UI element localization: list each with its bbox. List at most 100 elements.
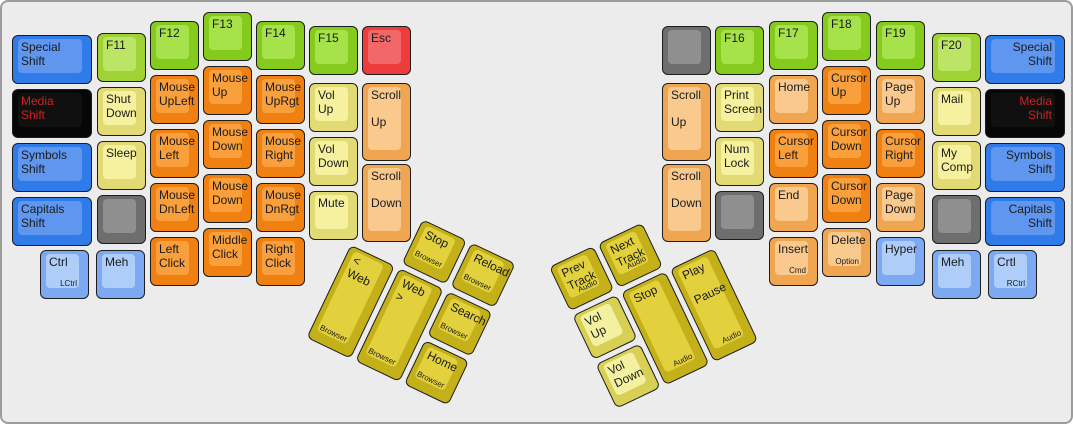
keycap-top: Media Shift — [18, 93, 82, 127]
key-media-shift[interactable]: Media Shift — [985, 89, 1065, 138]
key-capitals-shift[interactable]: Capitals Shift — [985, 197, 1065, 246]
key-esc[interactable]: Esc — [362, 26, 411, 75]
key-f13[interactable]: F13 — [203, 12, 252, 61]
key-insert[interactable]: Insert Cmd — [769, 237, 818, 286]
key-symbols-shift[interactable]: Symbols Shift — [12, 143, 92, 192]
keycap-label: Home — [778, 80, 811, 94]
keycap-top: Insert Cmd — [775, 241, 808, 275]
key-special-shift[interactable]: Special Shift — [12, 35, 92, 84]
key-vol-down[interactable]: Vol Down — [309, 137, 358, 186]
key-mouse-right[interactable]: Mouse Right — [256, 129, 305, 178]
key-f20[interactable]: F20 — [932, 33, 981, 82]
key-my-comp[interactable]: My Comp — [932, 141, 981, 190]
key-blank[interactable] — [932, 195, 981, 244]
keycap-label: Vol Up — [318, 88, 335, 116]
keycap-top: Mouse DnRgt — [262, 187, 301, 221]
key-shut-down[interactable]: Shut Down — [97, 87, 146, 136]
keycap-label: Meh — [105, 255, 129, 269]
keycap-label: F16 — [724, 31, 745, 45]
key-print-screen[interactable]: Print Screen — [715, 83, 764, 132]
key-cursor-right[interactable]: Cursor Right — [876, 129, 925, 178]
key-f15[interactable]: F15 — [309, 26, 358, 75]
keycap-top: Mouse DnLeft — [156, 187, 195, 221]
key-mouse-dnleft[interactable]: Mouse DnLeft — [150, 183, 199, 232]
key-crtl[interactable]: Crtl RCtrl — [988, 250, 1037, 299]
keycap-top: F19 — [882, 25, 915, 59]
keycap-sublabel: Browser — [438, 320, 470, 342]
key-f16[interactable]: F16 — [715, 26, 764, 75]
keycap-label: F17 — [778, 26, 799, 40]
key-vol-up[interactable]: Vol Up — [309, 83, 358, 132]
keycap-top: Cursor Down — [828, 124, 867, 158]
key-scroll-up[interactable]: Scroll Up — [362, 83, 411, 161]
key-meh[interactable]: Meh — [96, 250, 145, 299]
key-scroll-down[interactable]: Scroll Down — [662, 164, 711, 242]
key-media-shift[interactable]: Media Shift — [12, 89, 92, 138]
keycap-label: Mouse Right — [265, 134, 302, 162]
key-meh[interactable]: Meh — [932, 250, 981, 299]
key-special-shift[interactable]: Special Shift — [985, 35, 1065, 84]
keycap-label: Mouse Down — [212, 179, 249, 207]
key-mouse-left[interactable]: Mouse Left — [150, 129, 199, 178]
key-cursor-left[interactable]: Cursor Left — [769, 129, 818, 178]
key-f17[interactable]: F17 — [769, 21, 818, 70]
key-f12[interactable]: F12 — [150, 21, 199, 70]
key-f19[interactable]: F19 — [876, 21, 925, 70]
key-mouse-dnrgt[interactable]: Mouse DnRgt — [256, 183, 305, 232]
key-f14[interactable]: F14 — [256, 21, 305, 70]
key-mouse-upleft[interactable]: Mouse UpLeft — [150, 75, 199, 124]
key-symbols-shift[interactable]: Symbols Shift — [985, 143, 1065, 192]
key-scroll-down[interactable]: Scroll Down — [362, 164, 411, 242]
key-f18[interactable]: F18 — [822, 12, 871, 61]
keycap-label: Hyper — [885, 242, 918, 256]
keycap-top: F13 — [209, 16, 242, 50]
key-home[interactable]: Home — [769, 75, 818, 124]
key-page-down[interactable]: Page Down — [876, 183, 925, 232]
keycap-label: Scroll Up — [371, 88, 402, 130]
key-right-click[interactable]: Right Click — [256, 237, 305, 286]
keycap-label: Capitals Shift — [1008, 202, 1052, 230]
keycap-label: Capitals Shift — [21, 202, 65, 230]
key-cursor-down[interactable]: Cursor Down — [822, 120, 871, 169]
key-ctrl[interactable]: Ctrl LCtrl — [40, 250, 89, 299]
keycap-label: Page Down — [885, 188, 916, 216]
key-mouse-down[interactable]: Mouse Down — [203, 174, 252, 223]
keycap-label: F19 — [885, 26, 906, 40]
key-page-up[interactable]: Page Up — [876, 75, 925, 124]
key-sleep[interactable]: Sleep — [97, 141, 146, 190]
key-blank[interactable] — [715, 191, 764, 240]
keycap-label: F15 — [318, 31, 339, 45]
key-middle-click[interactable]: Middle Click — [203, 228, 252, 277]
key-num-lock[interactable]: Num Lock — [715, 137, 764, 186]
key-mute[interactable]: Mute — [309, 191, 358, 240]
keycap-top: Meh — [102, 254, 135, 288]
key-blank[interactable] — [662, 26, 711, 75]
keycap-top: Scroll Up — [368, 87, 401, 150]
key-mouse-up[interactable]: Mouse Up — [203, 66, 252, 115]
key-mouse-uprgt[interactable]: Mouse UpRgt — [256, 75, 305, 124]
keycap-top: Mail — [938, 91, 971, 125]
keycap-label: Scroll Down — [671, 169, 702, 211]
key-cursor-up[interactable]: Cursor Up — [822, 66, 871, 115]
keycap-top: Cursor Up — [828, 70, 867, 104]
keycap-top: Mouse Left — [156, 133, 195, 167]
key-mail[interactable]: Mail — [932, 87, 981, 136]
key-capitals-shift[interactable]: Capitals Shift — [12, 197, 92, 246]
keycap-top — [721, 195, 754, 229]
key-delete[interactable]: Delete Option — [822, 228, 871, 277]
key-left-click[interactable]: Left Click — [150, 237, 199, 286]
key-mouse-down[interactable]: Mouse Down — [203, 120, 252, 169]
key-cursor-down[interactable]: Cursor Down — [822, 174, 871, 223]
key-end[interactable]: End — [769, 183, 818, 232]
keycap-top: F15 — [315, 30, 348, 64]
key-blank[interactable] — [97, 195, 146, 244]
key-scroll-up[interactable]: Scroll Up — [662, 83, 711, 161]
keycap-label: Sleep — [106, 146, 137, 160]
keycap-top: Middle Click — [209, 232, 247, 266]
keycap-label: Mute — [318, 196, 345, 210]
key-f11[interactable]: F11 — [97, 33, 146, 82]
key-hyper[interactable]: Hyper — [876, 237, 925, 286]
keycap-label: Mouse Left — [159, 134, 196, 162]
